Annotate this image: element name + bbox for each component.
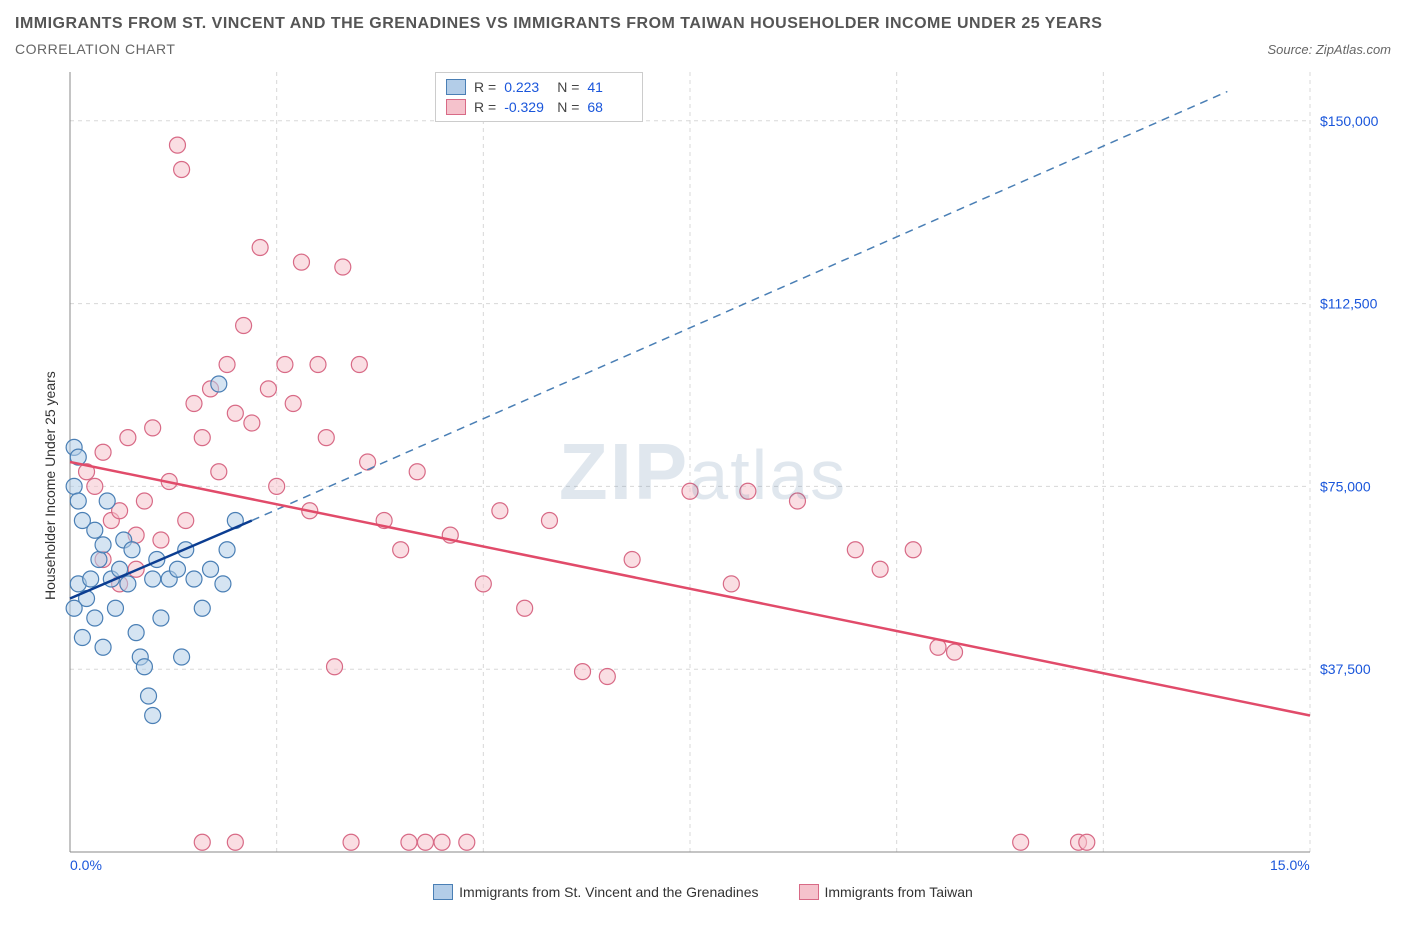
legend-swatch-a <box>433 884 453 900</box>
r-label-b: R = <box>474 99 496 115</box>
r-value-a: 0.223 <box>504 79 549 95</box>
correlation-stats-box: R = 0.223 N = 41 R = -0.329 N = 68 <box>435 72 643 122</box>
svg-text:0.0%: 0.0% <box>70 857 102 873</box>
legend-label-b: Immigrants from Taiwan <box>825 884 973 900</box>
svg-text:$37,500: $37,500 <box>1320 661 1371 677</box>
chart-subtitle: CORRELATION CHART <box>15 41 175 57</box>
svg-text:$150,000: $150,000 <box>1320 113 1379 129</box>
svg-text:15.0%: 15.0% <box>1270 857 1310 873</box>
n-value-a: 41 <box>587 79 632 95</box>
svg-text:$112,500: $112,500 <box>1320 296 1378 312</box>
y-axis-label: Householder Income Under 25 years <box>42 340 58 600</box>
r-value-b: -0.329 <box>504 99 549 115</box>
legend-label-a: Immigrants from St. Vincent and the Gren… <box>459 884 758 900</box>
chart-title: IMMIGRANTS FROM ST. VINCENT AND THE GREN… <box>15 15 1391 33</box>
n-value-b: 68 <box>587 99 632 115</box>
swatch-series-a <box>446 79 466 95</box>
swatch-series-b <box>446 99 466 115</box>
r-label-a: R = <box>474 79 496 95</box>
svg-text:$75,000: $75,000 <box>1320 478 1371 494</box>
n-label-a: N = <box>557 79 579 95</box>
n-label-b: N = <box>557 99 579 115</box>
scatter-chart: $37,500 $75,000 $112,500 $150,000 0.0% 15.0% <box>15 62 1391 882</box>
series-legend: Immigrants from St. Vincent and the Gren… <box>15 884 1391 900</box>
source-attribution: Source: ZipAtlas.com <box>1267 42 1391 57</box>
legend-swatch-b <box>799 884 819 900</box>
